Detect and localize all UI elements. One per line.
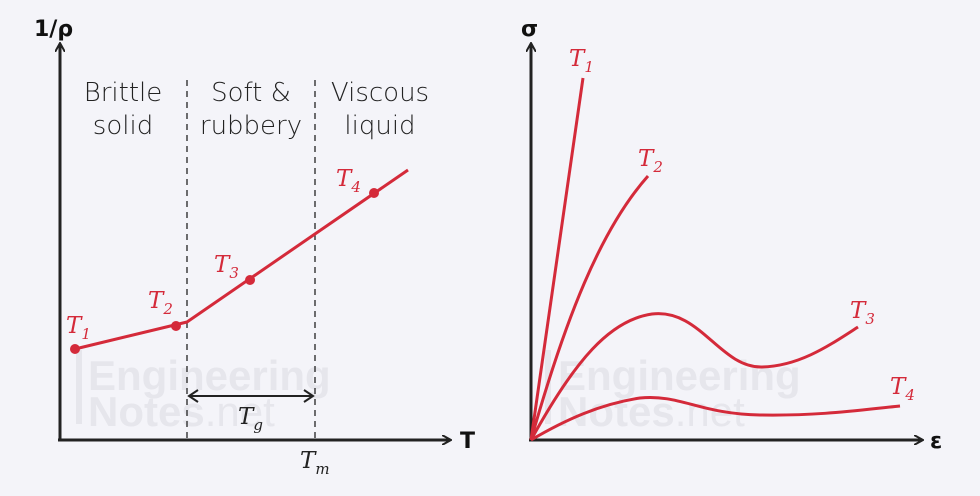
label-t4: T4: [336, 166, 361, 196]
curve-t2: [529, 175, 650, 441]
curve-label-t4: T4: [890, 374, 915, 404]
watermark-left: Engineering Notes.net: [76, 350, 331, 435]
label-t3: T3: [214, 252, 239, 282]
region-brittle-line1: Brittle: [84, 78, 163, 108]
watermark-line2: Notes: [558, 388, 675, 435]
watermark-line1: Engineering: [88, 352, 331, 399]
label-tg: Tg: [238, 404, 263, 434]
point-t3: [245, 275, 255, 285]
left-y-axis-label: 1/ρ: [34, 17, 73, 42]
curve-t3: [529, 312, 859, 441]
curve-label-t3: T3: [850, 298, 875, 328]
point-t2: [171, 321, 181, 331]
left-x-axis-label: T: [460, 429, 475, 454]
point-t1: [70, 344, 80, 354]
tg-arrow-left: [187, 389, 199, 403]
watermark-line2: Notes: [88, 388, 205, 435]
svg-text:Notes.net: Notes.net: [558, 388, 745, 435]
curve-label-t1: T1: [569, 46, 594, 76]
left-diagram: 1/ρ T Brittle solid Soft & rubbery Visco…: [34, 17, 475, 478]
label-t1: T1: [66, 313, 91, 343]
region-rubbery-line2: rubbery: [200, 111, 302, 141]
region-viscous-line1: Viscous: [331, 78, 429, 108]
right-diagram: σ ε T1 T2 T3 T4: [521, 17, 942, 454]
region-viscous-line2: liquid: [344, 111, 415, 141]
curve-label-t2: T2: [638, 146, 663, 176]
watermark-line1: Engineering: [558, 352, 801, 399]
right-x-axis-label: ε: [930, 429, 942, 454]
specific-volume-curve: [74, 168, 409, 351]
right-y-axis-label: σ: [521, 17, 538, 42]
label-tm: Tm: [300, 448, 330, 478]
watermark-right: Engineering Notes.net: [545, 350, 801, 435]
point-t4: [369, 188, 379, 198]
tg-arrow-right: [303, 389, 315, 403]
curve-t1: [529, 77, 585, 441]
region-brittle-line2: solid: [93, 111, 153, 141]
watermark-bar: [76, 350, 82, 424]
curve-t4: [530, 395, 901, 442]
region-rubbery-line1: Soft &: [211, 78, 291, 108]
label-t2: T2: [148, 288, 173, 318]
watermark-suffix: .net: [675, 388, 745, 435]
